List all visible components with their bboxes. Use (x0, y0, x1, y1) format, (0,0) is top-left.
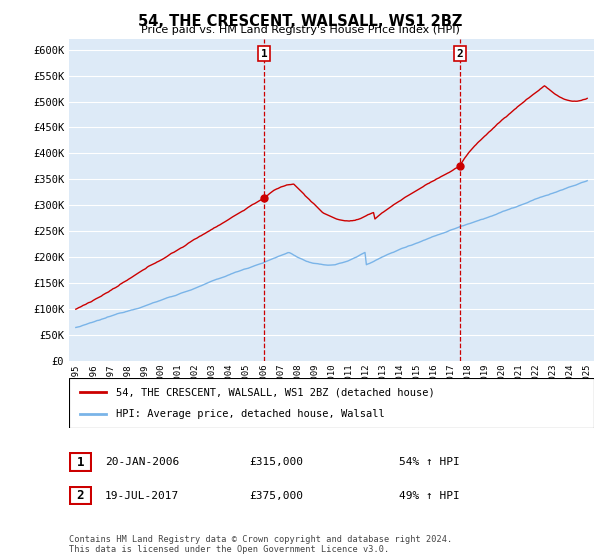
Text: 54, THE CRESCENT, WALSALL, WS1 2BZ (detached house): 54, THE CRESCENT, WALSALL, WS1 2BZ (deta… (116, 387, 435, 397)
Text: Contains HM Land Registry data © Crown copyright and database right 2024.
This d: Contains HM Land Registry data © Crown c… (69, 535, 452, 554)
Text: Price paid vs. HM Land Registry's House Price Index (HPI): Price paid vs. HM Land Registry's House … (140, 25, 460, 35)
Text: 49% ↑ HPI: 49% ↑ HPI (399, 491, 460, 501)
Text: HPI: Average price, detached house, Walsall: HPI: Average price, detached house, Wals… (116, 409, 385, 419)
FancyBboxPatch shape (70, 454, 91, 470)
FancyBboxPatch shape (70, 487, 91, 504)
Text: 1: 1 (261, 49, 268, 59)
Text: 54% ↑ HPI: 54% ↑ HPI (399, 457, 460, 467)
Text: 2: 2 (77, 489, 84, 502)
Text: £315,000: £315,000 (249, 457, 303, 467)
Text: 19-JUL-2017: 19-JUL-2017 (105, 491, 179, 501)
Text: 1: 1 (77, 455, 84, 469)
Text: 2: 2 (457, 49, 464, 59)
Text: 20-JAN-2006: 20-JAN-2006 (105, 457, 179, 467)
Text: 54, THE CRESCENT, WALSALL, WS1 2BZ: 54, THE CRESCENT, WALSALL, WS1 2BZ (138, 14, 462, 29)
Text: £375,000: £375,000 (249, 491, 303, 501)
